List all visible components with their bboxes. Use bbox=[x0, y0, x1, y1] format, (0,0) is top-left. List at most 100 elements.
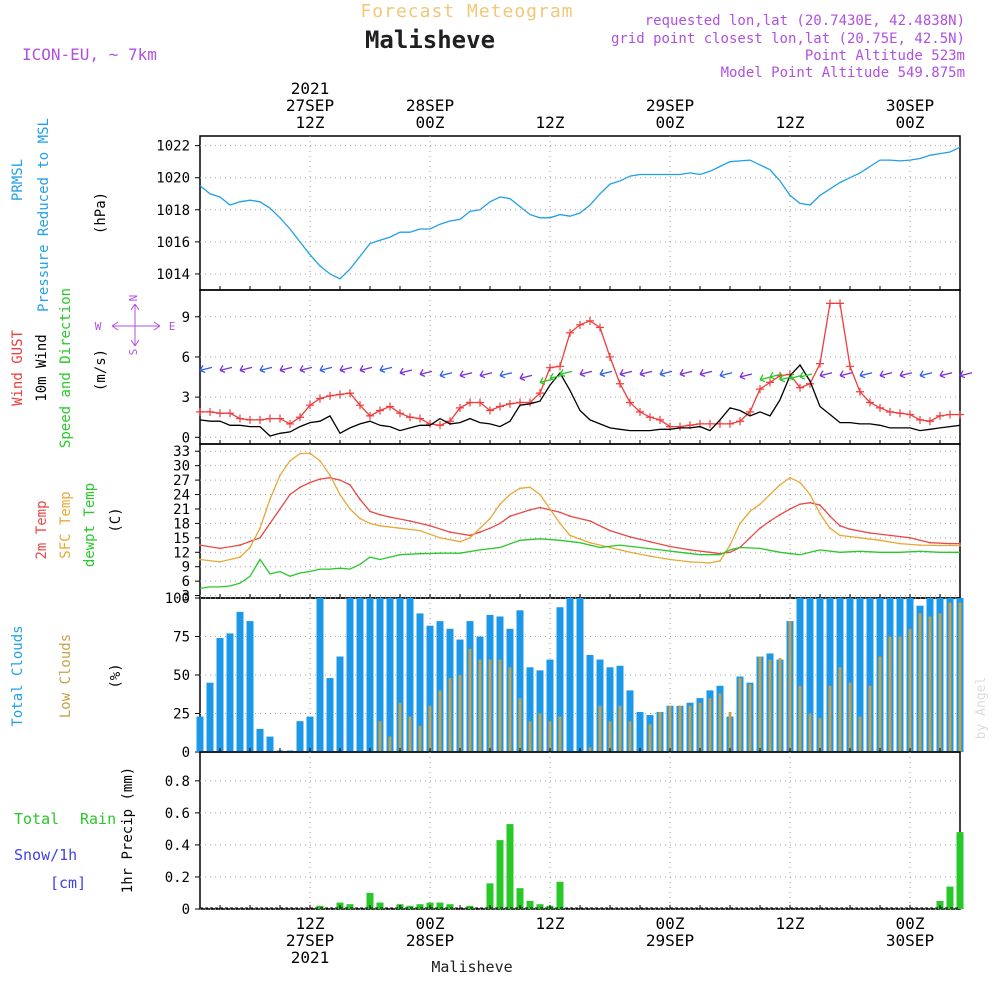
gust-point bbox=[246, 415, 254, 424]
temperature-ytick-label: 18 bbox=[173, 516, 190, 532]
wind-arrow bbox=[659, 369, 673, 377]
temp-point bbox=[919, 544, 921, 546]
gust-point bbox=[416, 414, 424, 423]
rain-bar bbox=[526, 900, 534, 909]
gust-point bbox=[836, 299, 844, 308]
temp-point bbox=[759, 527, 761, 530]
series-dewpt-temp bbox=[199, 538, 960, 590]
low-cloud-bar bbox=[698, 702, 702, 752]
wind-frame bbox=[199, 289, 961, 445]
temp-point bbox=[689, 548, 691, 551]
temp-point bbox=[789, 508, 791, 510]
wind-arrow bbox=[769, 371, 783, 380]
temp-point bbox=[649, 555, 651, 558]
temperature-ytick-label: 27 bbox=[173, 473, 190, 489]
precipitation-ytick-label: 0.8 bbox=[165, 774, 190, 790]
temp-point bbox=[809, 501, 811, 504]
total-cloud-bar bbox=[806, 598, 814, 752]
total-cloud-bar bbox=[376, 598, 384, 752]
total-clouds-label: Total Clouds bbox=[10, 625, 26, 726]
gust-point bbox=[706, 419, 714, 428]
gust-point bbox=[916, 415, 924, 424]
gust-point bbox=[626, 398, 634, 407]
temp-point bbox=[779, 484, 781, 486]
wind-10m-label: 10m Wind bbox=[34, 334, 50, 401]
top-time-label: 2021 bbox=[291, 79, 330, 98]
temp-point bbox=[479, 531, 481, 533]
low-cloud-bar bbox=[548, 721, 552, 752]
wind-arrow bbox=[359, 365, 373, 373]
point-altitude: Point Altitude 523m bbox=[805, 48, 965, 64]
gust-point bbox=[826, 299, 834, 308]
bottom-time-label: 12Z bbox=[296, 914, 325, 933]
rain-bar bbox=[506, 824, 514, 909]
gust-point bbox=[476, 398, 484, 407]
temp-point bbox=[629, 535, 631, 538]
wind-arrow bbox=[279, 365, 293, 373]
gust-point bbox=[906, 410, 914, 419]
gust-point bbox=[816, 359, 824, 368]
bottom-time-label: 00Z bbox=[416, 914, 445, 933]
model-label: ICON-EU, ~ 7km bbox=[22, 45, 157, 64]
temp-point bbox=[499, 522, 501, 525]
temperature-ytick-label: 9 bbox=[182, 560, 190, 576]
compass-rose: N S W E bbox=[95, 295, 176, 356]
temp-point bbox=[779, 513, 781, 516]
low-cloud-bar bbox=[798, 685, 802, 752]
wind-arrow bbox=[439, 370, 453, 379]
gust-point bbox=[226, 409, 234, 418]
watermark: by Angel bbox=[974, 677, 989, 740]
bottom-time-label: 00Z bbox=[656, 914, 685, 933]
pressure-panel: 1014 1016 1018 1020 1022 bbox=[156, 135, 961, 291]
temp-point bbox=[319, 478, 321, 481]
low-cloud-bar bbox=[648, 724, 652, 752]
temp-point bbox=[399, 527, 401, 530]
temp-point bbox=[339, 493, 341, 496]
temp-point bbox=[859, 536, 861, 539]
temp-point bbox=[889, 534, 891, 537]
total-cloud-bar bbox=[216, 638, 224, 752]
gust-point bbox=[546, 363, 554, 372]
total-cloud-bar bbox=[536, 670, 544, 752]
pressure-ytick-label: 1018 bbox=[156, 203, 190, 219]
low-cloud-bar bbox=[518, 698, 522, 752]
temp-point bbox=[349, 508, 351, 510]
gust-point bbox=[466, 398, 474, 407]
temp-point bbox=[489, 527, 491, 530]
low-cloud-bar bbox=[598, 705, 602, 752]
bottom-time-label: 00Z bbox=[896, 914, 925, 933]
top-time-label: 30SEP bbox=[886, 96, 934, 115]
temp-point bbox=[529, 509, 531, 511]
temp-point bbox=[419, 529, 421, 532]
temp-point bbox=[199, 558, 201, 561]
temp-point bbox=[759, 503, 761, 506]
rain-bar bbox=[556, 881, 564, 909]
wind-arrow bbox=[559, 369, 573, 377]
compass-e: E bbox=[169, 320, 176, 333]
compass-w: W bbox=[95, 320, 102, 333]
wind-arrow bbox=[299, 365, 313, 373]
low-cloud-bar bbox=[928, 616, 932, 752]
gust-point bbox=[436, 421, 444, 430]
temp-point bbox=[369, 510, 371, 513]
top-time-label: 12Z bbox=[776, 113, 805, 132]
rain-bar bbox=[536, 904, 544, 909]
wind-ytick-label: 9 bbox=[182, 310, 190, 326]
total-cloud-bar bbox=[386, 598, 394, 752]
total-cloud-bar bbox=[576, 598, 584, 752]
wind-arrow bbox=[819, 370, 833, 379]
gust-point bbox=[756, 385, 764, 394]
footer-location: Malisheve bbox=[431, 958, 512, 976]
low-cloud-bar bbox=[788, 621, 792, 752]
low-cloud-bar bbox=[958, 602, 962, 752]
gust-point bbox=[396, 409, 404, 418]
total-cloud-bar bbox=[546, 659, 554, 752]
temp-point bbox=[669, 545, 671, 548]
clouds-panel: 0 25 50 75 100 bbox=[165, 591, 964, 761]
wind-arrow bbox=[399, 367, 413, 376]
total-cloud-bar bbox=[866, 598, 874, 752]
gust-point bbox=[646, 413, 654, 422]
temp-point bbox=[489, 517, 491, 520]
low-cloud-bar bbox=[678, 705, 682, 752]
top-time-label: 28SEP bbox=[406, 96, 454, 115]
